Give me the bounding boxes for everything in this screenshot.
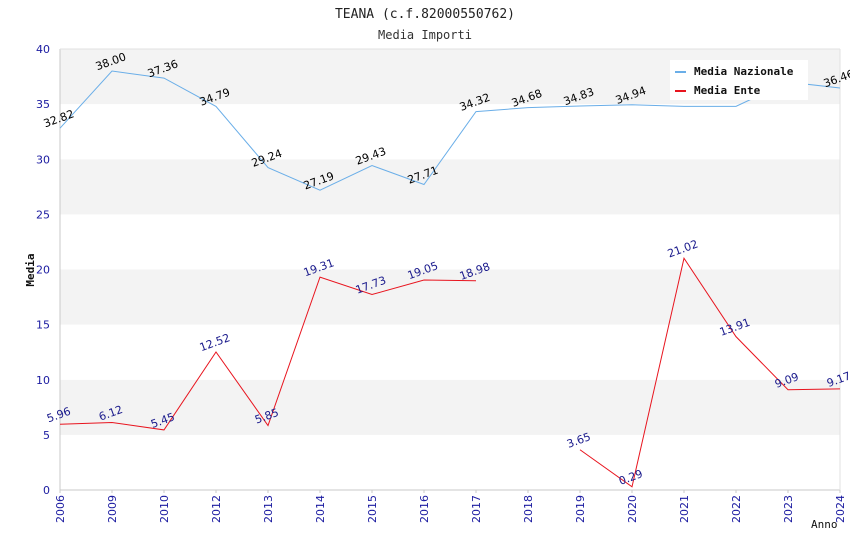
y-tick-label: 10 xyxy=(36,374,50,387)
series-line-media-ente xyxy=(59,276,477,431)
y-axis-label: Media xyxy=(24,253,37,286)
x-tick-label: 2022 xyxy=(730,495,743,523)
series-lines xyxy=(59,70,841,488)
x-tick-label: 2018 xyxy=(522,495,535,523)
legend-label: Media Ente xyxy=(694,84,761,97)
x-tick-label: 2021 xyxy=(678,495,691,523)
x-tick-label: 2024 xyxy=(834,495,847,523)
grid-band xyxy=(60,434,840,490)
grid-band xyxy=(60,379,840,435)
y-tick-labels: 0 5 10 15 20 25 30 35 40 xyxy=(36,43,50,497)
series-line-media-nazionale xyxy=(59,70,841,191)
x-tick-label: 2015 xyxy=(366,495,379,523)
grid-band xyxy=(60,159,840,215)
legend-box xyxy=(670,60,808,100)
y-tick-label: 20 xyxy=(36,264,50,277)
chart-title: TEANA (c.f.82000550762) xyxy=(335,7,515,22)
y-tick-label: 25 xyxy=(36,208,50,221)
grid-band xyxy=(60,104,840,160)
y-tick-label: 5 xyxy=(43,429,50,442)
y-tick-label: 15 xyxy=(36,319,50,332)
background-bands xyxy=(60,49,840,490)
x-tick-label: 2023 xyxy=(782,495,795,523)
legend-label: Media Nazionale xyxy=(694,65,794,78)
x-tick-label: 2012 xyxy=(210,495,223,523)
x-tick-label: 2017 xyxy=(470,495,483,523)
x-tick-label: 2014 xyxy=(314,495,327,523)
y-tick-label: 30 xyxy=(36,153,50,166)
axes xyxy=(59,48,841,491)
x-tick-label: 2010 xyxy=(158,495,171,523)
x-tick-label: 2019 xyxy=(574,495,587,523)
x-tick-label: 2009 xyxy=(106,495,119,523)
x-tick-label: 2016 xyxy=(418,495,431,523)
x-axis-label: Anno xyxy=(811,518,838,531)
x-tick-labels: 2006 2009 2010 2012 2013 2014 2015 2016 2017 2018… xyxy=(54,490,847,523)
y-tick-label: 35 xyxy=(36,98,50,111)
x-tick-label: 2020 xyxy=(626,495,639,523)
y-tick-label: 40 xyxy=(36,43,50,56)
x-tick-label: 2013 xyxy=(262,495,275,523)
y-tick-label: 0 xyxy=(43,484,50,497)
x-tick-label: 2006 xyxy=(54,495,67,523)
chart-subtitle: Media Importi xyxy=(378,28,472,42)
grid-band xyxy=(60,324,840,380)
grid-band xyxy=(60,214,840,270)
legend: Media Nazionale Media Ente xyxy=(670,60,808,100)
series-line-media-ente xyxy=(579,257,841,488)
